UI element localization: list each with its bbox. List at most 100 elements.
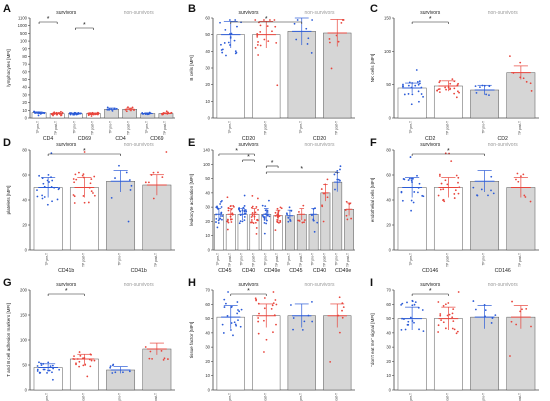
y-tick-label: 150 <box>20 313 28 318</box>
data-point <box>82 176 85 179</box>
data-point <box>127 220 130 223</box>
data-point <box>229 205 232 208</box>
significance-star: * <box>65 288 68 295</box>
data-point <box>440 182 443 185</box>
x-tick-label: TP post-T <box>445 253 449 267</box>
y-tick-label: 60 <box>386 173 391 178</box>
data-point <box>51 200 53 203</box>
data-point <box>444 303 447 306</box>
bar <box>320 192 331 251</box>
data-point <box>79 354 82 357</box>
panel-C: C NK cells [MFI] 0 50 100 150 TP pre-T TP post-… <box>370 3 539 142</box>
data-point <box>78 360 81 363</box>
data-point <box>412 201 415 204</box>
data-point <box>453 80 456 83</box>
data-point <box>311 320 314 323</box>
data-point <box>229 36 232 38</box>
data-point <box>130 184 133 187</box>
y-tick-label: 40 <box>386 330 391 335</box>
x-tick-label: TP post-T <box>334 121 338 135</box>
panel-label: C <box>370 3 378 15</box>
data-point <box>457 192 460 195</box>
data-point <box>36 370 39 372</box>
data-point <box>272 302 275 304</box>
data-point <box>165 110 168 113</box>
data-point <box>73 181 76 184</box>
data-point <box>339 168 341 171</box>
group-label-survivors: survivors <box>420 142 441 148</box>
data-point <box>82 357 84 360</box>
marker-label: CD40 <box>242 268 255 274</box>
data-point <box>456 84 459 87</box>
data-point <box>227 207 230 209</box>
data-point <box>316 221 319 224</box>
data-point <box>266 25 269 27</box>
data-point <box>264 205 267 208</box>
data-point <box>341 309 343 312</box>
data-point <box>234 19 237 21</box>
data-point <box>73 355 75 358</box>
data-point <box>91 111 94 114</box>
marker-label: CD20 <box>242 136 255 142</box>
group-label-survivors: survivors <box>238 10 259 16</box>
data-point <box>439 314 442 317</box>
data-point <box>296 19 299 21</box>
data-point <box>266 214 269 217</box>
data-point <box>474 85 477 87</box>
data-point <box>324 183 327 186</box>
x-tick-label: TP pre-T <box>118 393 122 401</box>
data-point <box>268 215 271 218</box>
data-point <box>152 171 155 174</box>
y-tick-label: 0 <box>208 388 211 393</box>
data-point <box>492 192 495 195</box>
data-point <box>42 362 45 365</box>
panel-label: E <box>188 137 195 149</box>
data-point <box>509 355 511 357</box>
data-point <box>266 213 269 216</box>
x-tick-label: TP post-T <box>228 253 232 267</box>
data-point <box>58 111 60 114</box>
data-point <box>339 179 341 182</box>
data-point <box>234 50 237 53</box>
data-point <box>162 358 165 361</box>
x-tick-label: TP pre-T <box>216 253 220 266</box>
data-point <box>83 201 86 204</box>
data-point <box>437 324 440 327</box>
data-point <box>420 86 423 89</box>
data-point <box>234 52 237 55</box>
y-tick-label: 0 <box>389 388 392 393</box>
y-axis-label: NK cells [MFI] <box>370 54 375 83</box>
marker-label: CD45 <box>218 268 231 274</box>
data-point <box>42 368 45 371</box>
y-tick-label: 60 <box>22 173 27 178</box>
data-point <box>39 371 42 374</box>
data-point <box>215 221 217 223</box>
data-point <box>92 113 95 116</box>
data-point <box>82 173 85 176</box>
data-point <box>472 186 475 189</box>
data-point <box>160 349 163 352</box>
data-point <box>335 34 338 37</box>
data-point <box>237 309 239 311</box>
y-axis-label: lymphocytes [MFI] <box>6 49 11 86</box>
data-point <box>442 199 444 202</box>
data-point <box>515 323 518 326</box>
group-label-nonsurvivors: non-survivors <box>304 10 335 16</box>
data-point <box>118 164 120 167</box>
data-point <box>257 320 260 323</box>
data-point <box>254 297 257 300</box>
y-tick-label: 60 <box>205 302 210 307</box>
data-point <box>414 84 417 87</box>
x-tick-label: TP pre-T <box>145 121 149 134</box>
y-tick-label: 50 <box>205 32 210 37</box>
x-tick-label: TP pre-T <box>240 253 244 266</box>
data-point <box>41 177 44 180</box>
data-point <box>456 330 459 333</box>
data-point <box>122 371 124 374</box>
data-point <box>274 299 277 301</box>
data-point <box>457 82 460 85</box>
data-point <box>457 176 460 179</box>
x-tick-label: TP pre-T <box>72 121 76 134</box>
